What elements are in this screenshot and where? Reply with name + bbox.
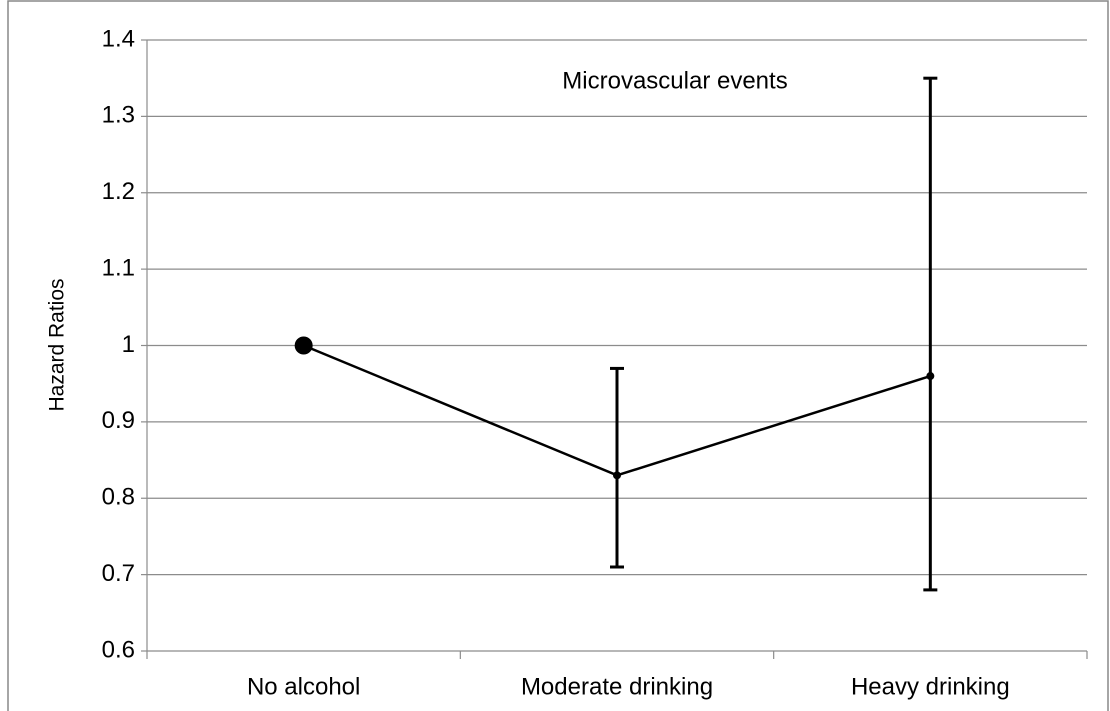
x-tick-label: No alcohol <box>247 673 360 700</box>
y-tick-label: 0.6 <box>102 636 135 663</box>
chart-title: Microvascular events <box>562 67 787 94</box>
error-bar <box>610 366 624 569</box>
frame <box>7 0 1109 711</box>
error-bar <box>923 76 938 592</box>
y-axis-label: Hazard Ratios <box>46 278 69 411</box>
x-tick-label: Moderate drinking <box>521 673 713 700</box>
y-tick-label: 1.3 <box>102 102 135 129</box>
point <box>613 471 621 480</box>
y-tick-label: 0.9 <box>102 407 135 434</box>
point <box>926 372 935 381</box>
y-tick-label: 0.8 <box>102 484 135 511</box>
x-tick-label: Heavy drinking <box>851 673 1010 700</box>
point <box>294 336 313 355</box>
y-tick-label: 1.1 <box>102 254 135 281</box>
y-tick-label: 1 <box>122 331 135 358</box>
y-tick-label: 0.7 <box>102 560 135 587</box>
y-tick-label: 1.2 <box>102 178 135 205</box>
y-tick-label: 1.4 <box>102 25 135 52</box>
